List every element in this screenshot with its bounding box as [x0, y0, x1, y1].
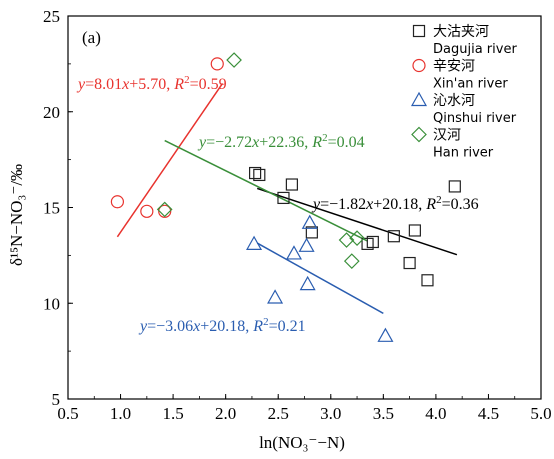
legend-marker-square: [412, 24, 426, 38]
data-point-triangle: [299, 275, 316, 291]
fit-equation-0: y=−1.82x+20.18, R2=0.36: [311, 194, 479, 213]
data-point-diamond: [226, 52, 242, 68]
data-point-square: [421, 274, 434, 287]
data-point-triangle: [246, 235, 263, 250]
legend-marker-triangle: [410, 91, 428, 107]
data-point-square: [277, 191, 290, 205]
axes: 0.5 1.0 1.5 2.0 2.5 3.0 3.5 4.0 4.5 5.0 5 10 15 20 25: [43, 7, 552, 423]
data-point-diamond: [156, 201, 173, 218]
data-point-square: [366, 235, 379, 249]
data-point-triangle: [267, 289, 284, 304]
data-point-diamond: [349, 230, 365, 246]
data-markers: [110, 52, 461, 342]
fit-line-2: [256, 242, 384, 315]
data-point-circle: [110, 195, 125, 209]
data-point-circle: [210, 57, 224, 71]
fit-line-3: [164, 139, 368, 242]
data-point-square: [448, 180, 461, 193]
data-point-square: [285, 178, 298, 191]
data-point-circle: [140, 204, 154, 218]
legend-marker-circle: [412, 58, 426, 73]
data-point-square: [403, 256, 416, 270]
data-point-square: [408, 224, 421, 237]
x-axis-title: ln(NO₃⁻−N): [259, 433, 345, 452]
data-point-triangle: [285, 245, 303, 260]
legend-label-cn: 沁水河: [433, 93, 475, 109]
legend-label-cn: 汉河: [433, 128, 461, 144]
fit-equation-2: y=−3.06x+20.18, R2=0.21: [138, 316, 306, 335]
x-tick-label: 3.5: [373, 404, 394, 423]
legend-label-cn: 辛安河: [433, 59, 475, 75]
fit-equation-1: y=8.01x+5.70, R2=0.59: [76, 74, 227, 93]
x-tick-label: 0.5: [57, 404, 78, 423]
fit-equations: y=−1.82x+20.18, R2=0.36 y=8.01x+5.70, R2=…: [76, 74, 479, 335]
data-point-square: [253, 168, 266, 182]
x-tick-label: 2.0: [215, 404, 236, 423]
fit-line-0: [256, 187, 458, 256]
data-point-square: [248, 166, 262, 180]
y-tick-label: 25: [43, 7, 60, 26]
x-tick-label: 5.0: [530, 404, 551, 423]
x-tick-label: 2.5: [268, 404, 289, 423]
y-tick-label: 10: [43, 294, 60, 313]
legend-label-en: Han river: [433, 146, 494, 161]
fit-lines: [116, 82, 458, 315]
panel-label: (a): [82, 28, 101, 47]
x-tick-label: 4.0: [425, 404, 446, 423]
legend-label-en: Dagujia river: [433, 42, 517, 57]
data-point-circle: [158, 204, 172, 218]
fit-line-1: [116, 82, 224, 238]
data-point-square: [305, 226, 318, 239]
y-tick-label: 5: [52, 390, 61, 409]
legend-label-cn: 大沽夹河: [433, 24, 489, 40]
legend-label-en: Xin'an river: [433, 77, 508, 92]
x-tick-label: 1.0: [110, 404, 131, 423]
y-tick-label: 20: [43, 103, 60, 122]
x-tick-label: 1.5: [162, 404, 183, 423]
legend-label-en: Qinshui river: [433, 111, 517, 126]
y-axis-title: δ¹⁵N−NO₃⁻/‰: [7, 164, 26, 266]
x-tick-label: 3.0: [320, 404, 341, 423]
data-point-triangle: [298, 237, 315, 252]
x-tick-label: 4.5: [478, 404, 499, 423]
fit-equation-3: y=−2.72x+22.36, R2=0.04: [197, 132, 365, 151]
y-tick-label: 15: [43, 199, 60, 218]
data-point-triangle: [377, 327, 394, 342]
legend-marker-diamond: [411, 126, 427, 143]
data-point-square: [387, 230, 400, 243]
data-point-triangle: [301, 214, 318, 229]
data-point-diamond: [343, 253, 360, 269]
